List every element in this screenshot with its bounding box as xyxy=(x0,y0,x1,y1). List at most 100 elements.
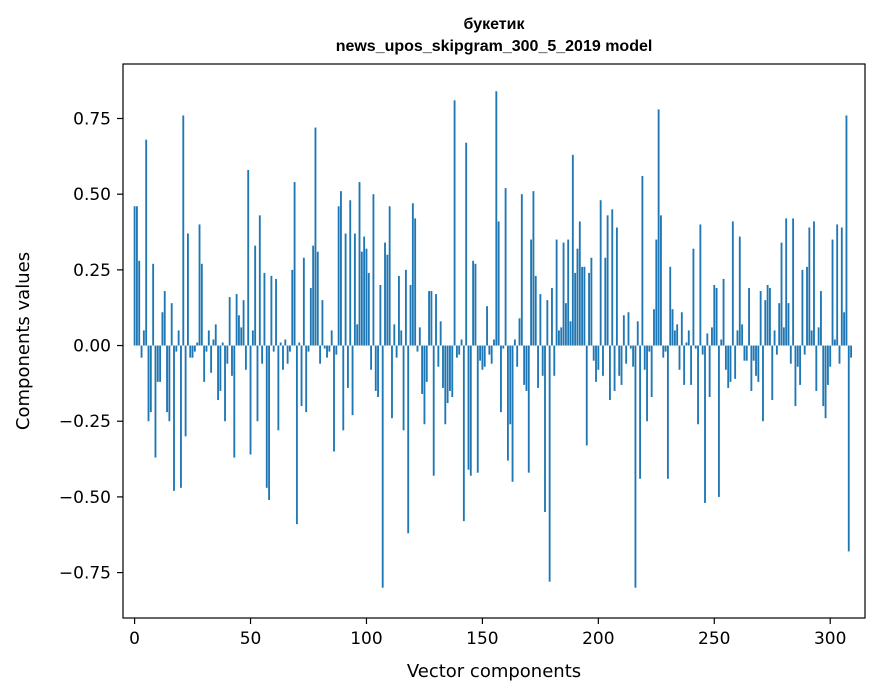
bar xyxy=(826,345,829,385)
bar xyxy=(648,345,651,352)
bar xyxy=(525,345,528,391)
bar xyxy=(523,345,526,385)
bar xyxy=(611,209,614,346)
bar xyxy=(321,300,324,346)
bar xyxy=(319,345,322,364)
bar xyxy=(622,315,625,346)
bar xyxy=(293,182,296,346)
bar xyxy=(367,272,370,346)
bar xyxy=(351,345,354,416)
bar xyxy=(574,272,577,346)
bar xyxy=(595,345,597,382)
bar xyxy=(182,115,185,346)
bar xyxy=(467,345,470,470)
bar xyxy=(407,345,410,534)
bar xyxy=(771,345,774,401)
chart-title: букетик xyxy=(464,16,526,33)
bar xyxy=(655,239,658,346)
bar xyxy=(711,327,713,346)
bar xyxy=(149,345,152,413)
bar xyxy=(558,330,560,346)
bar xyxy=(687,330,690,346)
bar xyxy=(604,257,607,346)
bar xyxy=(469,345,472,476)
bar xyxy=(537,345,539,388)
bar xyxy=(416,345,419,352)
bar xyxy=(627,312,630,346)
bar xyxy=(724,345,727,370)
bar xyxy=(402,345,405,431)
bar xyxy=(307,345,310,352)
bar xyxy=(567,239,570,346)
bar xyxy=(757,345,760,382)
bar xyxy=(606,215,609,346)
bar xyxy=(342,345,345,431)
bar xyxy=(214,324,217,346)
bar xyxy=(272,345,275,352)
bar xyxy=(386,254,389,346)
bar xyxy=(562,242,565,346)
bar xyxy=(685,342,688,346)
bar xyxy=(845,115,848,346)
bar xyxy=(544,345,546,513)
bar xyxy=(156,345,159,382)
bar xyxy=(346,345,349,388)
bar xyxy=(198,224,201,346)
bar xyxy=(173,345,175,491)
bar xyxy=(734,345,737,379)
bar xyxy=(335,345,338,355)
x-tick-label: 250 xyxy=(698,629,730,649)
bar xyxy=(423,345,426,425)
bar xyxy=(629,345,632,349)
y-tick-label: 0.25 xyxy=(73,261,111,281)
bar xyxy=(810,330,813,346)
bar xyxy=(502,345,505,349)
bar xyxy=(374,345,377,391)
bar xyxy=(583,266,586,346)
x-tick-label: 300 xyxy=(814,629,846,649)
bar xyxy=(752,345,755,361)
bar xyxy=(418,327,421,346)
bar xyxy=(462,345,465,522)
bar xyxy=(314,127,317,346)
bar xyxy=(581,266,584,346)
bar xyxy=(133,206,136,346)
bar xyxy=(166,345,168,413)
bar xyxy=(530,239,533,346)
bar xyxy=(421,345,424,394)
bar xyxy=(217,345,219,401)
bar xyxy=(731,221,734,346)
x-tick-label: 0 xyxy=(129,629,140,649)
bar xyxy=(513,339,516,346)
y-tick-label: −0.75 xyxy=(59,564,111,584)
bar xyxy=(238,315,240,346)
bar xyxy=(847,345,850,552)
bar xyxy=(511,345,514,482)
bar xyxy=(620,345,623,385)
bar xyxy=(634,345,637,588)
bar xyxy=(576,248,579,346)
bar xyxy=(488,345,491,355)
bar xyxy=(363,236,366,346)
bar xyxy=(163,291,166,346)
bar xyxy=(697,345,699,425)
bar xyxy=(699,224,702,346)
x-tick-label: 150 xyxy=(466,629,498,649)
bar xyxy=(676,324,679,346)
bar xyxy=(527,345,530,473)
bar xyxy=(493,339,495,346)
bar xyxy=(840,227,843,346)
bar xyxy=(277,345,280,431)
bar xyxy=(782,327,785,346)
bar xyxy=(135,206,138,346)
bar xyxy=(175,345,178,352)
bar xyxy=(177,330,180,346)
bar xyxy=(785,218,788,346)
bar xyxy=(838,345,841,364)
bar xyxy=(625,345,628,364)
bar xyxy=(393,324,396,346)
bar xyxy=(613,345,616,391)
bar xyxy=(159,345,162,382)
bar xyxy=(226,345,229,364)
bar xyxy=(284,339,287,346)
